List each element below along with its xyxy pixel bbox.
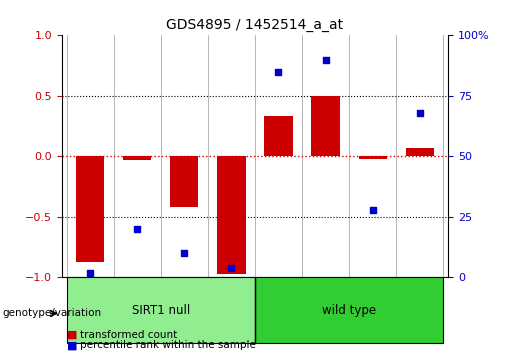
Point (416, 110, 424, 116)
Point (369, 207, 377, 212)
Text: ■: ■ (67, 330, 77, 339)
Point (133, 226, 141, 232)
Point (321, 57, 330, 62)
Text: transformed count: transformed count (80, 330, 177, 339)
Bar (66, 278, 255, 343)
Point (274, 69, 283, 75)
Point (180, 250, 188, 256)
Text: percentile rank within the sample: percentile rank within the sample (80, 340, 256, 350)
Text: SIRT1 null: SIRT1 null (132, 304, 190, 317)
Bar (255, 278, 443, 343)
Bar (406, 148, 434, 156)
Text: ■: ■ (67, 340, 77, 350)
Bar (123, 156, 151, 160)
Bar (358, 156, 387, 159)
Bar (76, 156, 104, 262)
Bar (264, 116, 293, 156)
Title: GDS4895 / 1452514_a_at: GDS4895 / 1452514_a_at (166, 18, 344, 32)
Text: genotype/variation: genotype/variation (3, 308, 101, 318)
Point (86, 270, 94, 275)
Point (227, 265, 235, 270)
Bar (217, 156, 246, 274)
Text: wild type: wild type (322, 304, 376, 317)
Bar (312, 96, 340, 156)
Bar (170, 156, 198, 207)
